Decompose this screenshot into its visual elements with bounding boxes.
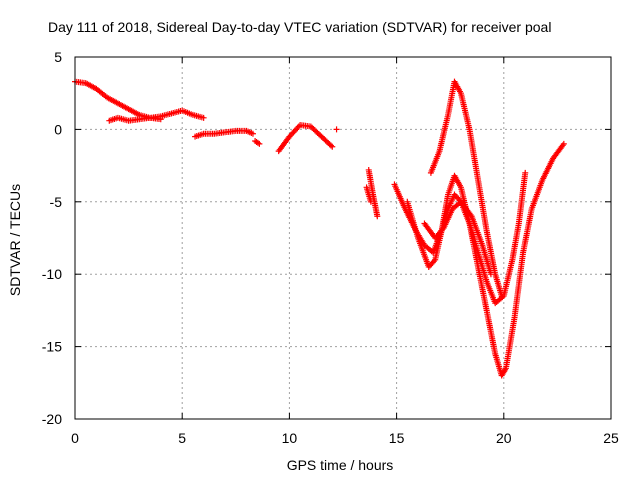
x-tick-label: 20 bbox=[496, 430, 512, 446]
data-point bbox=[374, 213, 381, 220]
y-axis-label: SDTVAR / TECUs bbox=[7, 184, 23, 296]
series-arc-2 bbox=[106, 107, 207, 124]
data-point bbox=[367, 198, 374, 205]
labels-layer: 0 5 10 15 20 25 5 0 -5 -10 -15 -20 bbox=[42, 49, 619, 446]
data-point bbox=[522, 169, 529, 176]
x-tick-label: 5 bbox=[178, 430, 186, 446]
x-tick-label: 0 bbox=[71, 430, 79, 446]
series-arc-6 bbox=[333, 126, 340, 133]
y-tick-label: -20 bbox=[42, 411, 62, 427]
points-layer bbox=[72, 78, 567, 379]
ticks-layer bbox=[74, 56, 612, 420]
data-point bbox=[200, 114, 207, 121]
data-point bbox=[560, 140, 567, 147]
y-tick-label: -5 bbox=[50, 194, 63, 210]
data-point bbox=[249, 130, 256, 137]
x-tick-label: 15 bbox=[389, 430, 405, 446]
data-point bbox=[333, 126, 340, 133]
y-tick-label: 0 bbox=[54, 121, 62, 137]
series-arc-5 bbox=[275, 122, 336, 155]
x-axis-label: GPS time / hours bbox=[287, 457, 394, 473]
series-arc-7 bbox=[365, 166, 381, 220]
y-tick-label: 5 bbox=[54, 49, 62, 65]
data-point bbox=[256, 140, 263, 147]
series-arc-11 bbox=[427, 78, 505, 299]
data-point bbox=[487, 271, 494, 278]
series-arc-12 bbox=[421, 198, 494, 278]
chart-title: Day 111 of 2018, Sidereal Day-to-day VTE… bbox=[48, 19, 551, 35]
series-arc-8 bbox=[363, 184, 374, 205]
plot-frame bbox=[74, 56, 612, 420]
series-arc-3 bbox=[192, 127, 256, 140]
series-arc-4 bbox=[252, 137, 263, 147]
data-point bbox=[329, 143, 336, 150]
x-tick-label: 10 bbox=[282, 430, 298, 446]
x-tick-label: 25 bbox=[603, 430, 619, 446]
data-point bbox=[498, 292, 505, 299]
y-tick-label: -15 bbox=[42, 339, 62, 355]
y-tick-label: -10 bbox=[42, 266, 62, 282]
data-point bbox=[327, 142, 334, 149]
